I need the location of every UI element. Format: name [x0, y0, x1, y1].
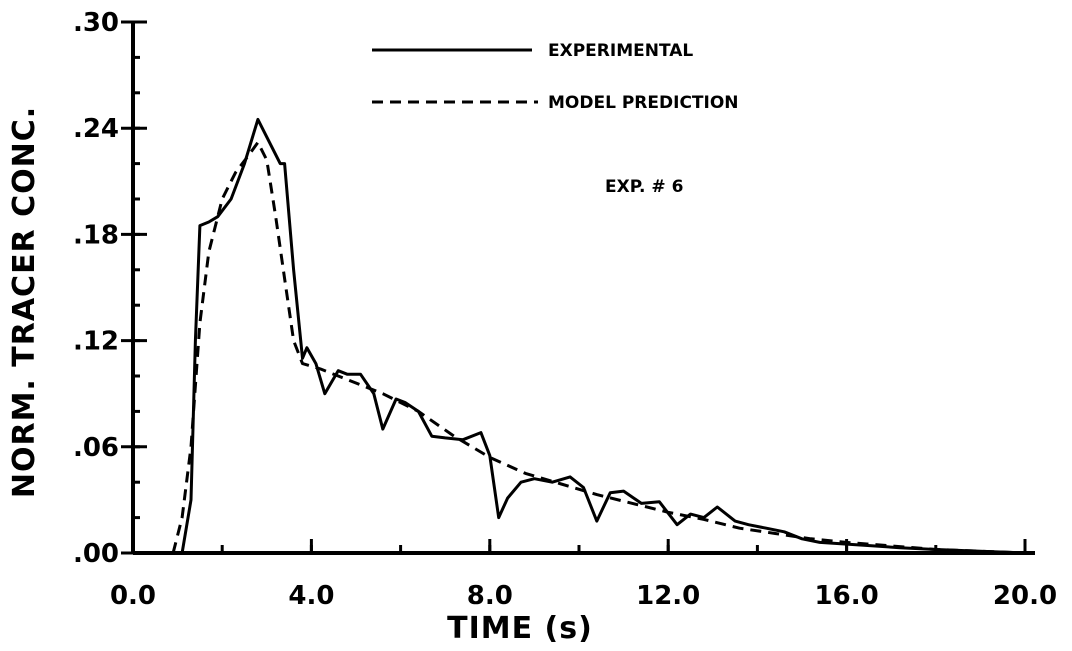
x-tick-label: 20.0 [993, 581, 1057, 611]
experiment-annotation: EXP. # 6 [605, 177, 683, 197]
y-tick-label: .30 [73, 8, 119, 38]
x-tick-label: 0.0 [110, 581, 156, 611]
series-layer [171, 117, 1026, 555]
series-line-experimental [180, 117, 1026, 555]
y-tick-label: .00 [73, 539, 119, 569]
x-tick-label: 4.0 [288, 581, 334, 611]
y-axis-title: NORM. TRACER CONC. [7, 106, 42, 498]
legend: EXPERIMENTAL MODEL PREDICTION [372, 41, 739, 113]
x-tick-label: 12.0 [636, 581, 700, 611]
x-axis-title: TIME (s) [447, 611, 593, 646]
y-tick-label: .06 [73, 433, 119, 463]
x-tick-label: 16.0 [815, 581, 879, 611]
x-tick-label: 8.0 [467, 581, 513, 611]
legend-label-experimental: EXPERIMENTAL [548, 41, 693, 61]
y-tick-label: .18 [73, 220, 119, 250]
legend-label-model-prediction: MODEL PREDICTION [548, 93, 739, 113]
axes: 0.0 4.0 8.0 12.0 16.0 20.0 .00 .06 .12 .18 .24 .30 [73, 8, 1057, 611]
y-tick-label: .24 [73, 114, 119, 144]
y-tick-label: .12 [73, 327, 119, 357]
series-line-model-prediction [171, 140, 1026, 555]
